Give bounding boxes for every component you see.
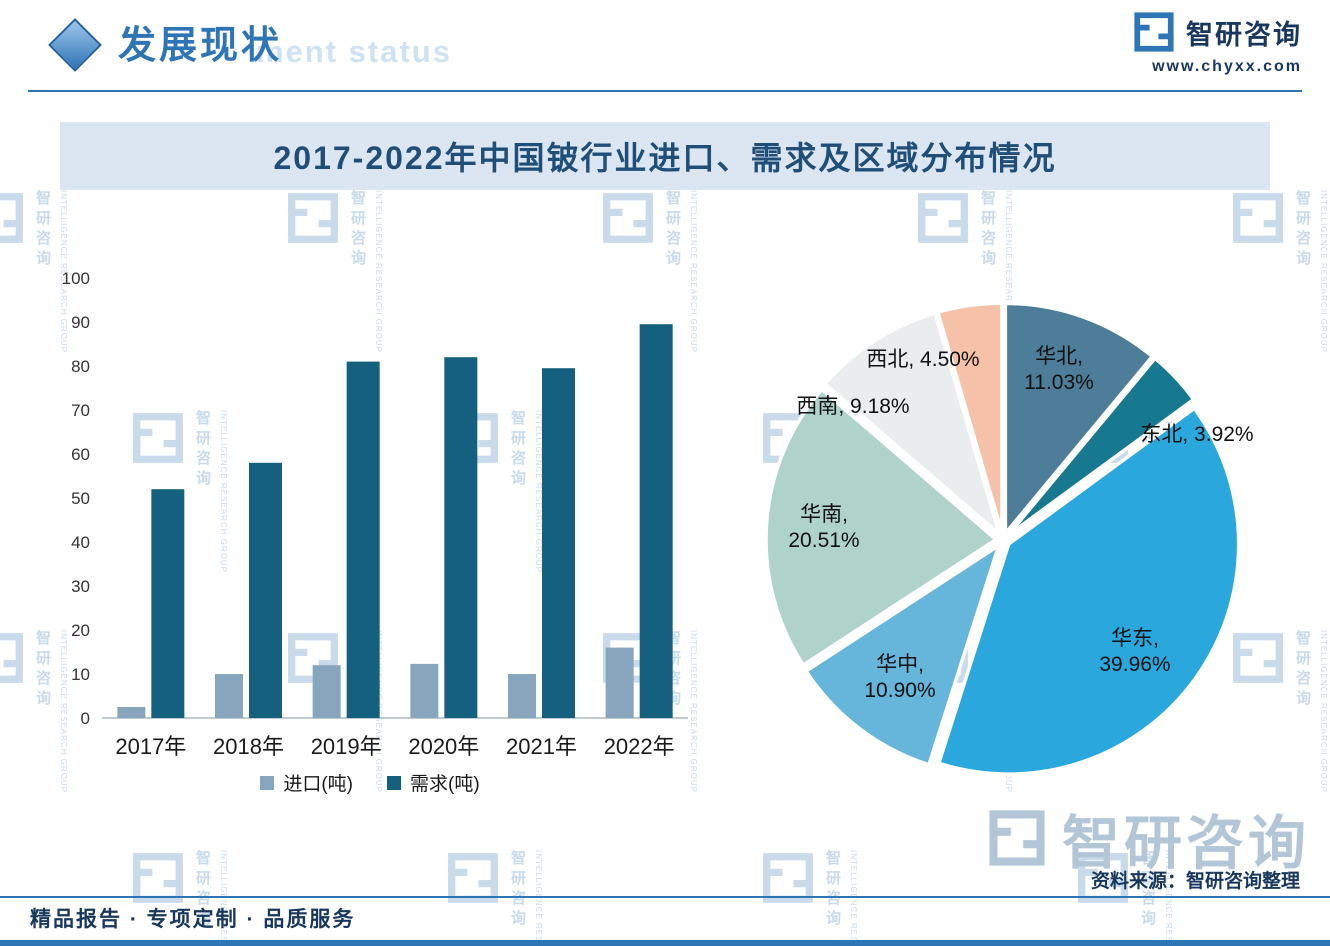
y-axis-tick-label: 80	[71, 357, 90, 376]
y-axis-tick-label: 100	[62, 269, 90, 288]
legend-item: 需求(吨)	[387, 769, 480, 796]
bar-chart-legend: 进口(吨) 需求(吨)	[40, 769, 700, 796]
brand-row: 智研咨询	[1132, 10, 1302, 54]
watermark-logo-icon	[989, 810, 1045, 866]
pie-slice-华中	[803, 541, 1002, 767]
bar-chart: 0 10 20 30 40 50 60 70 80 90 100 2017年 2018年 2019年 202…	[62, 269, 688, 759]
y-axis-tick-label: 0	[81, 709, 90, 728]
y-axis-tick-label: 60	[71, 445, 90, 464]
pie-label-value: 11.03%	[1024, 371, 1094, 394]
y-axis-tick-label: 70	[71, 401, 90, 420]
legend-label: 需求(吨)	[410, 774, 480, 795]
bar-demand-2018年	[249, 462, 282, 718]
pie-label-value: 39.96%	[1099, 653, 1170, 676]
x-axis-label: 2018年	[213, 734, 284, 759]
y-axis-tick-label: 20	[71, 621, 90, 640]
y-axis-tick-label: 40	[71, 533, 90, 552]
brand-website: www.chyxx.com	[1152, 58, 1302, 75]
legend-swatch	[387, 775, 401, 790]
pie-label: 华东,	[1111, 627, 1159, 650]
legend-label: 进口(吨)	[283, 774, 353, 795]
pie-chart: 华北, 11.03% 东北, 3.92% 华东, 39.96% 华中, 10.90% 华南, 2…	[764, 301, 1254, 776]
brand-logo-icon	[1134, 12, 1174, 52]
legend-swatch	[260, 775, 275, 790]
watermark-brand-text: 智研咨询	[1061, 811, 1310, 876]
footer-accent-bar	[0, 940, 1330, 946]
watermark-vertical-text: 智研咨询	[509, 850, 526, 930]
bar-demand-2020年	[444, 357, 478, 718]
x-axis-label: 2022年	[604, 734, 675, 759]
bar-import-2018年	[215, 674, 243, 718]
header-shadow-text: ment status	[256, 34, 452, 69]
x-axis-label: 2019年	[311, 734, 382, 759]
header: ment status 发展现状 智研咨询 www.chyxx.com	[28, 0, 1302, 92]
page-title: 发展现状	[118, 25, 283, 67]
watermark-tagline: INTELLIGENCE RESEARCH GROUP	[534, 850, 543, 946]
bar-import-2020年	[410, 663, 439, 718]
pie-slice-华东	[936, 405, 1241, 776]
x-axis-label: 2020年	[408, 734, 479, 759]
pie-label: 华中,	[876, 653, 924, 676]
pie-label: 华南,	[800, 503, 848, 526]
y-axis-tick-label: 30	[71, 577, 90, 596]
y-axis-tick-label: 10	[71, 665, 90, 684]
bar-import-2022年	[605, 647, 634, 718]
brand-name: 智研咨询	[1186, 19, 1302, 50]
pie-slice-西南	[822, 311, 1003, 540]
bar-import-2017年	[117, 707, 146, 718]
watermark-tile: 智研咨询 INTELLIGENCE RESEARCH GROUP	[760, 850, 858, 946]
brand: 智研咨询 www.chyxx.com	[1132, 10, 1302, 76]
x-axis-label: 2021年	[506, 734, 577, 759]
bar-demand-2019年	[346, 361, 380, 718]
bar-import-2021年	[508, 674, 536, 718]
chart-title-banner: 2017-2022年中国铍行业进口、需求及区域分布情况	[60, 122, 1270, 190]
pie-label: 东北, 3.92%	[1140, 423, 1253, 446]
watermark-tile: 智研咨询 INTELLIGENCE RESEARCH GROUP	[445, 850, 543, 946]
bar-demand-2022年	[639, 324, 673, 718]
bottom-watermark-logo: 智研咨询	[986, 796, 1310, 880]
y-axis-tick-label: 50	[71, 489, 90, 508]
y-axis-tick-label: 90	[71, 313, 90, 332]
legend-item: 进口(吨)	[260, 769, 353, 796]
pie-label: 华北,	[1035, 345, 1083, 368]
pie-label-value: 20.51%	[788, 529, 859, 552]
x-axis-label: 2017年	[115, 734, 186, 759]
footer-services: 精品报告 · 专项定制 · 品质服务	[30, 908, 356, 931]
pie-label-value: 10.90%	[864, 679, 935, 702]
bar-demand-2021年	[542, 368, 575, 718]
pie-chart-panel: 华北, 11.03% 东北, 3.92% 华东, 39.96% 华中, 10.90% 华南, 2…	[718, 268, 1288, 803]
pie-label: 西北, 4.50%	[866, 348, 979, 371]
watermark-tagline: INTELLIGENCE RESEARCH GROUP	[849, 850, 858, 946]
footer-divider	[0, 896, 1330, 898]
charts-area: 0 10 20 30 40 50 60 70 80 90 100 2017年 2018年 2019年 202…	[0, 208, 1330, 803]
bar-demand-2017年	[151, 489, 185, 718]
watermark-vertical-text: 智研咨询	[824, 850, 841, 930]
pie-slice-西北	[935, 301, 1004, 534]
bar-chart-panel: 0 10 20 30 40 50 60 70 80 90 100 2017年 2018年 2019年 202…	[40, 248, 700, 803]
data-source: 资料来源：智研咨询整理	[1090, 871, 1300, 892]
chart-title: 2017-2022年中国铍行业进口、需求及区域分布情况	[273, 140, 1057, 176]
bar-import-2019年	[312, 665, 341, 718]
diamond-icon	[48, 18, 102, 72]
pie-label: 西南, 9.18%	[796, 395, 909, 418]
